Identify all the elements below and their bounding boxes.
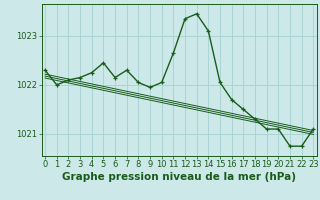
X-axis label: Graphe pression niveau de la mer (hPa): Graphe pression niveau de la mer (hPa) [62,172,296,182]
